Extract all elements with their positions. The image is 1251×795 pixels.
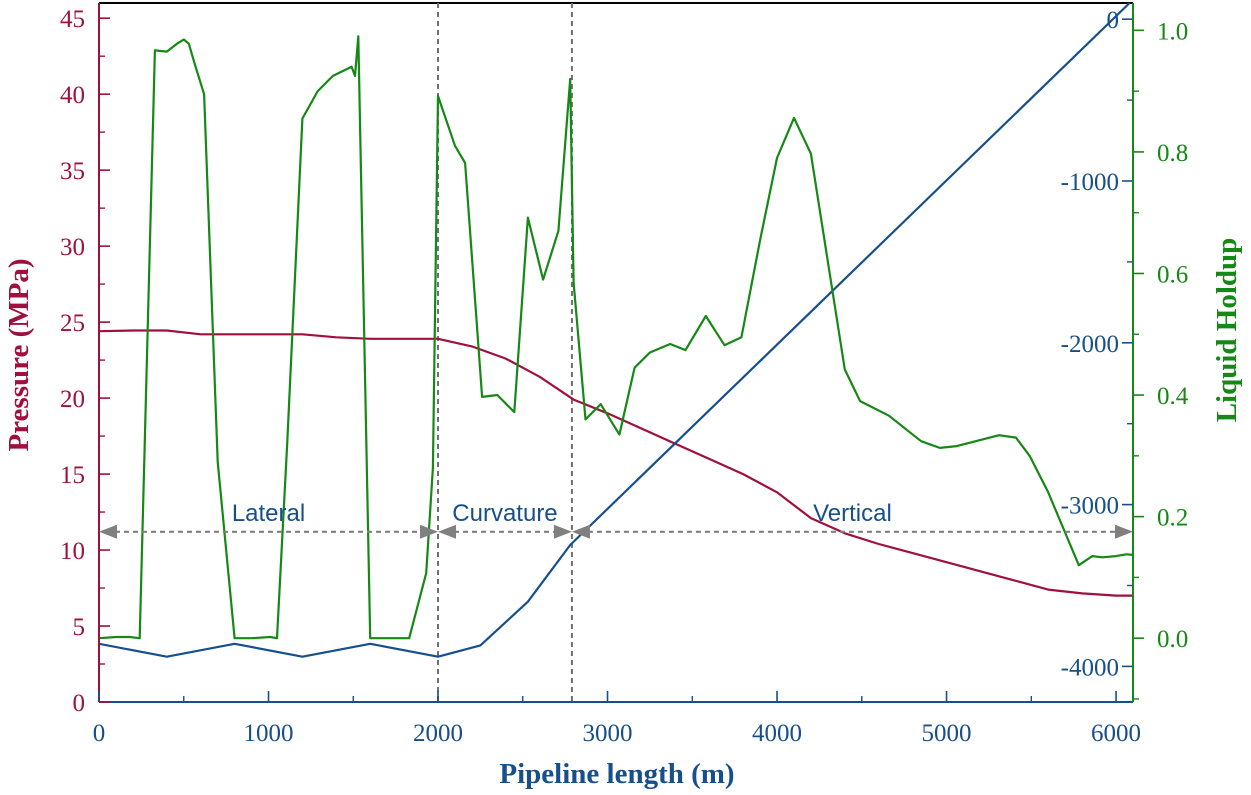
left-tick-label: 15: [60, 462, 85, 489]
holdup-tick-label: 0.0: [1157, 626, 1188, 653]
x-tick-label: 1000: [244, 720, 294, 747]
left-tick-label: 25: [60, 310, 85, 337]
left-tick-label: 0: [73, 690, 86, 717]
region-label-curvature: Curvature: [452, 500, 557, 527]
region-arrowhead-left-lateral: [99, 524, 117, 539]
left-tick-label: 45: [60, 6, 85, 33]
region-layer: Lateral Curvature Vertical: [99, 500, 1133, 539]
region-arrowhead-left-curvature: [438, 524, 457, 539]
series-elevation: [98, 2, 1131, 658]
x-axis-label: Pipeline length (m): [499, 758, 734, 790]
elevation-tick-label: -1000: [1061, 169, 1119, 196]
series-layer: [98, 2, 1134, 658]
elevation-tick-label: 0: [1107, 7, 1120, 34]
holdup-tick-label: 0.8: [1157, 140, 1188, 167]
left-tick-label: 35: [60, 158, 85, 185]
series-liquid-holdup: [98, 35, 1134, 640]
plot-area: [99, 2, 1133, 703]
x-tick-label: 4000: [752, 720, 802, 747]
axes-layer: 0 5 10 15 20 25 30 35 40 45 0 1000 2000 3000 4000 5000 6…: [60, 3, 1189, 747]
region-arrowhead-left-vertical: [571, 524, 590, 539]
holdup-tick-label: 0.4: [1157, 383, 1189, 410]
left-tick-label: 40: [60, 82, 85, 109]
region-arrowhead-right-lateral: [420, 524, 439, 539]
elevation-tick-label: -2000: [1061, 331, 1119, 358]
elevation-tick-label: -4000: [1061, 654, 1119, 681]
left-tick-label: 10: [60, 538, 85, 565]
left-tick-label: 30: [60, 234, 85, 261]
region-label-vertical: Vertical: [813, 500, 892, 527]
holdup-tick-label: 0.6: [1157, 261, 1188, 288]
holdup-tick-label: 0.2: [1157, 505, 1188, 532]
elevation-tick-label: -3000: [1061, 493, 1119, 520]
x-tick-label: 5000: [922, 720, 972, 747]
series-pressure: [98, 329, 1133, 597]
holdup-tick-label: 1.0: [1157, 18, 1188, 45]
x-tick-label: 3000: [583, 720, 633, 747]
x-tick-label: 6000: [1091, 720, 1141, 747]
x-tick-label: 2000: [413, 720, 463, 747]
region-arrowhead-right-vertical: [1115, 524, 1133, 539]
left-axis-label: Pressure (MPa): [3, 258, 35, 451]
region-label-lateral: Lateral: [232, 500, 305, 527]
left-tick-label: 5: [73, 614, 86, 641]
x-tick-label: 0: [93, 720, 106, 747]
right-axis-label: Liquid Holdup: [1211, 238, 1243, 423]
region-arrowhead-right-curvature: [553, 524, 572, 539]
left-tick-label: 20: [60, 386, 85, 413]
